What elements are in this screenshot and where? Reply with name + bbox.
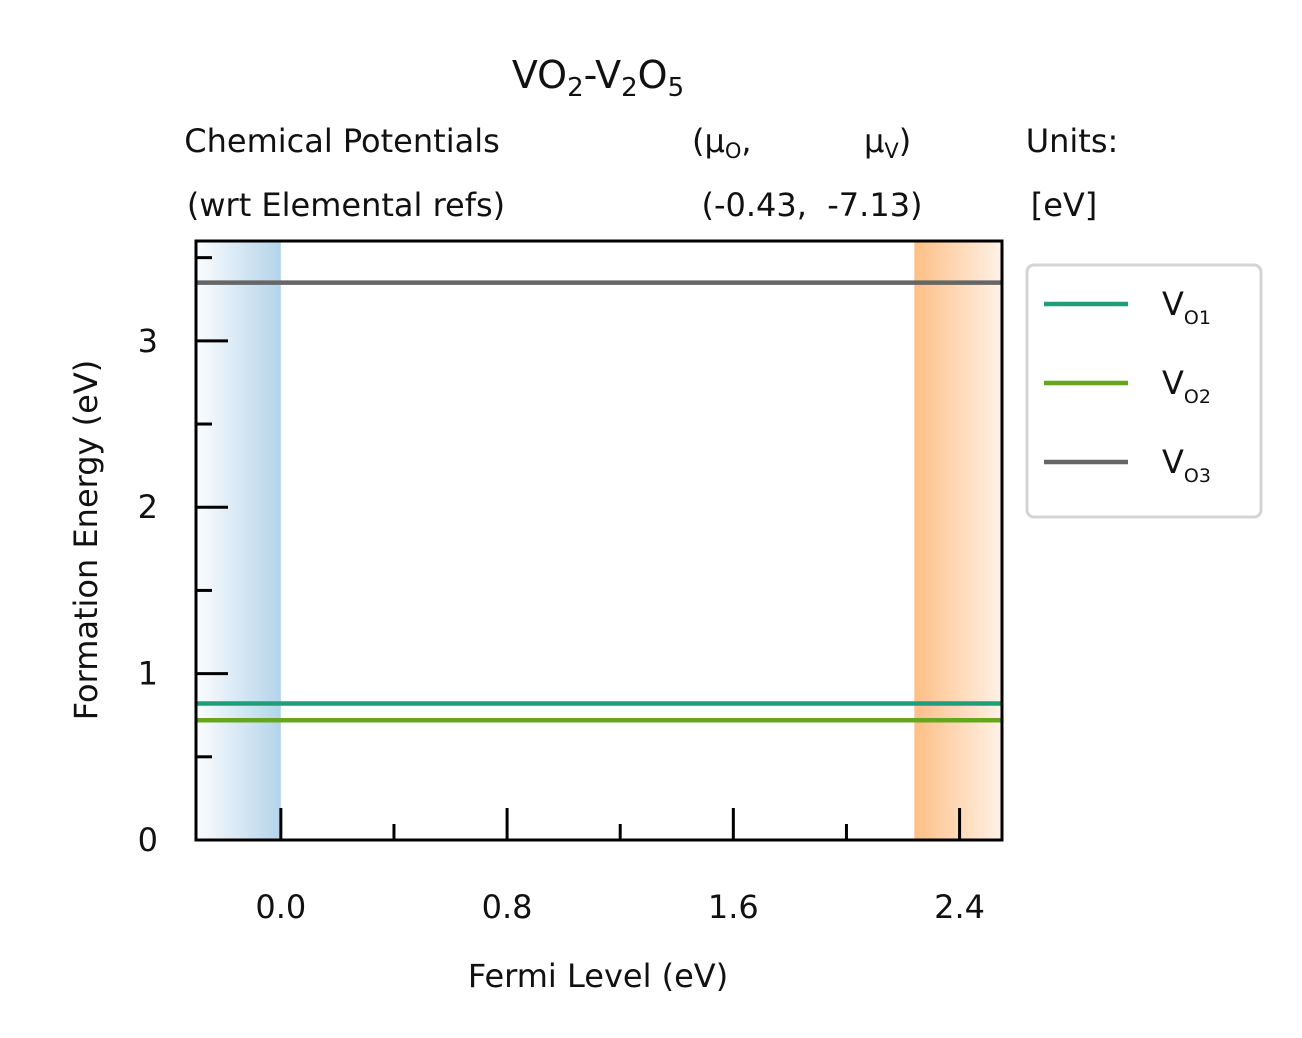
- y-axis-label: Formation Energy (eV): [67, 360, 105, 720]
- series-layer: [196, 280, 1002, 723]
- legend-label: VO1: [1162, 285, 1211, 329]
- header-left-line1: Chemical Potentials: [184, 122, 500, 160]
- x-tick-label: 0.8: [482, 888, 533, 926]
- y-tick-label: 0: [138, 821, 158, 859]
- chart-title: VO2-V2O5: [512, 53, 684, 103]
- legend-label: VO3: [1162, 443, 1211, 487]
- legend-box: [1025, 263, 1263, 519]
- header-units-line2: [eV]: [1031, 186, 1098, 224]
- header-mu-v: μV): [864, 122, 911, 163]
- x-tick-label: 2.4: [934, 888, 985, 926]
- y-tick-label: 2: [138, 488, 158, 526]
- cbm-band: [914, 241, 1002, 840]
- x-tick-label: 0.0: [255, 888, 306, 926]
- header-mu-o: (μO,: [692, 122, 752, 163]
- legend-label: VO2: [1162, 364, 1211, 408]
- x-axis-label: Fermi Level (eV): [468, 957, 728, 995]
- legend: VO1 VO2 VO3: [1044, 285, 1211, 487]
- header-values: (-0.43, -7.13): [701, 186, 922, 224]
- plot-frame: [194, 239, 1004, 842]
- y-tick-label: 3: [138, 322, 158, 360]
- header-left-line2: (wrt Elemental refs): [187, 186, 505, 224]
- y-tick-label: 1: [138, 655, 158, 693]
- vbm-band: [196, 241, 281, 840]
- x-tick-label: 1.6: [708, 888, 759, 926]
- header-units-line1: Units:: [1026, 122, 1119, 160]
